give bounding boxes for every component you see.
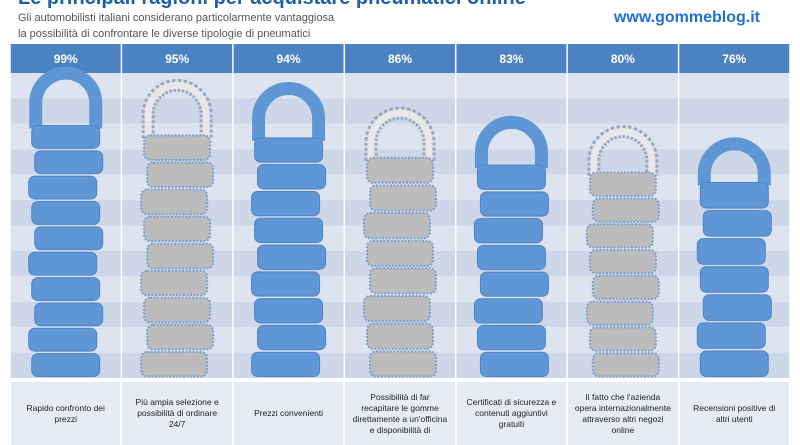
category-caption: Rapido confronto dei prezzi [11, 382, 121, 445]
category-caption: Certificati di sicurezza e contenuti agg… [456, 382, 567, 445]
tire-mark [369, 350, 437, 378]
tire-mark [31, 353, 101, 378]
tire-mark [585, 300, 654, 326]
tire-mark [479, 351, 549, 377]
tire-mark [143, 296, 212, 324]
value-label: 99% [54, 52, 78, 66]
tire-mark [254, 217, 324, 244]
tire-mark [28, 251, 98, 276]
tire-mark [31, 277, 101, 301]
tire-mark [31, 201, 101, 225]
tire-mark [28, 175, 98, 200]
lock-shackle-inner [700, 140, 768, 186]
tire-mark [251, 351, 321, 378]
tire-mark [591, 274, 660, 301]
value-label: 80% [611, 52, 635, 66]
tire-mark [591, 352, 660, 378]
lock-shackle-inner [32, 69, 100, 129]
background-band [10, 123, 790, 150]
tire-mark [699, 266, 769, 293]
tire-mark [588, 249, 657, 275]
tire-mark [146, 323, 215, 351]
lock-shackle-inner [144, 81, 210, 139]
lock-shackle-inner [367, 109, 433, 161]
tire-mark [140, 350, 209, 378]
tire-mark [476, 325, 546, 351]
tire-mark [699, 182, 769, 209]
tire-mark [473, 298, 543, 324]
value-label: 86% [388, 52, 412, 66]
tire-mark [251, 190, 321, 217]
tire-mark [31, 124, 101, 149]
background-band [10, 73, 790, 99]
category-caption: Possibilità di far recapitare le gomme d… [345, 382, 455, 445]
tire-mark [476, 244, 546, 271]
tire-mark [585, 223, 654, 249]
subtitle-line-1: Gli automobilisti italiani considerano p… [18, 12, 335, 24]
tire-mark [363, 212, 431, 240]
tire-mark [591, 197, 660, 223]
tire-mark [476, 164, 546, 190]
category-caption: Recensioni positive di altri utenti [679, 382, 789, 445]
tire-mark [479, 191, 549, 217]
category-caption: Il fatto che l'azienda opera internazion… [568, 382, 678, 445]
tire-mark [696, 238, 766, 265]
tire-mark [254, 137, 324, 163]
tire-mark [366, 239, 434, 267]
category-caption: Più ampia selezione e possibilità di ord… [122, 382, 232, 445]
tire-mark [34, 150, 104, 175]
tire-mark [34, 302, 104, 327]
tire-mark [140, 269, 209, 297]
tire-mark [473, 218, 543, 244]
tire-mark [146, 161, 215, 189]
tire-mark [588, 326, 657, 352]
tire-mark [363, 295, 431, 323]
tire-mark [140, 188, 209, 216]
tire-mark [251, 271, 321, 297]
tire-mark [257, 164, 327, 190]
tire-mark [702, 210, 772, 237]
tire-mark [366, 322, 434, 350]
value-label: 94% [277, 52, 301, 66]
value-label: 76% [722, 52, 746, 66]
tire-mark [366, 156, 434, 184]
category-caption: Prezzi convenienti [233, 382, 344, 445]
tire-mark [588, 171, 657, 197]
tire-mark [254, 298, 324, 324]
tire-mark [369, 267, 437, 295]
subtitle-line-2: la possibilità di confrontare le diverse… [18, 28, 311, 40]
value-label: 95% [165, 52, 189, 66]
lock-shackle-inner [590, 128, 656, 176]
lock-shackle-inner [477, 118, 545, 169]
tire-mark [479, 271, 549, 297]
value-label: 83% [499, 52, 523, 66]
tire-mark [28, 327, 98, 352]
percent-header-bar [10, 44, 790, 73]
chart-subtitle: Gli automobilisti italiani considerano p… [18, 10, 334, 42]
tire-mark [143, 215, 212, 243]
tire-mark [369, 184, 437, 212]
tire-mark [257, 244, 327, 270]
tire-mark [146, 242, 215, 270]
chart-title: Le principali ragioni per acquistare pne… [18, 0, 578, 10]
tire-mark [143, 134, 212, 161]
lock-shackle-inner [255, 85, 323, 141]
brand-link[interactable]: www.gommeblog.it [613, 9, 760, 26]
tire-mark [257, 324, 327, 351]
tire-mark [702, 294, 772, 321]
tire-mark [699, 350, 769, 377]
tire-mark [34, 226, 104, 251]
tire-mark [696, 322, 766, 349]
